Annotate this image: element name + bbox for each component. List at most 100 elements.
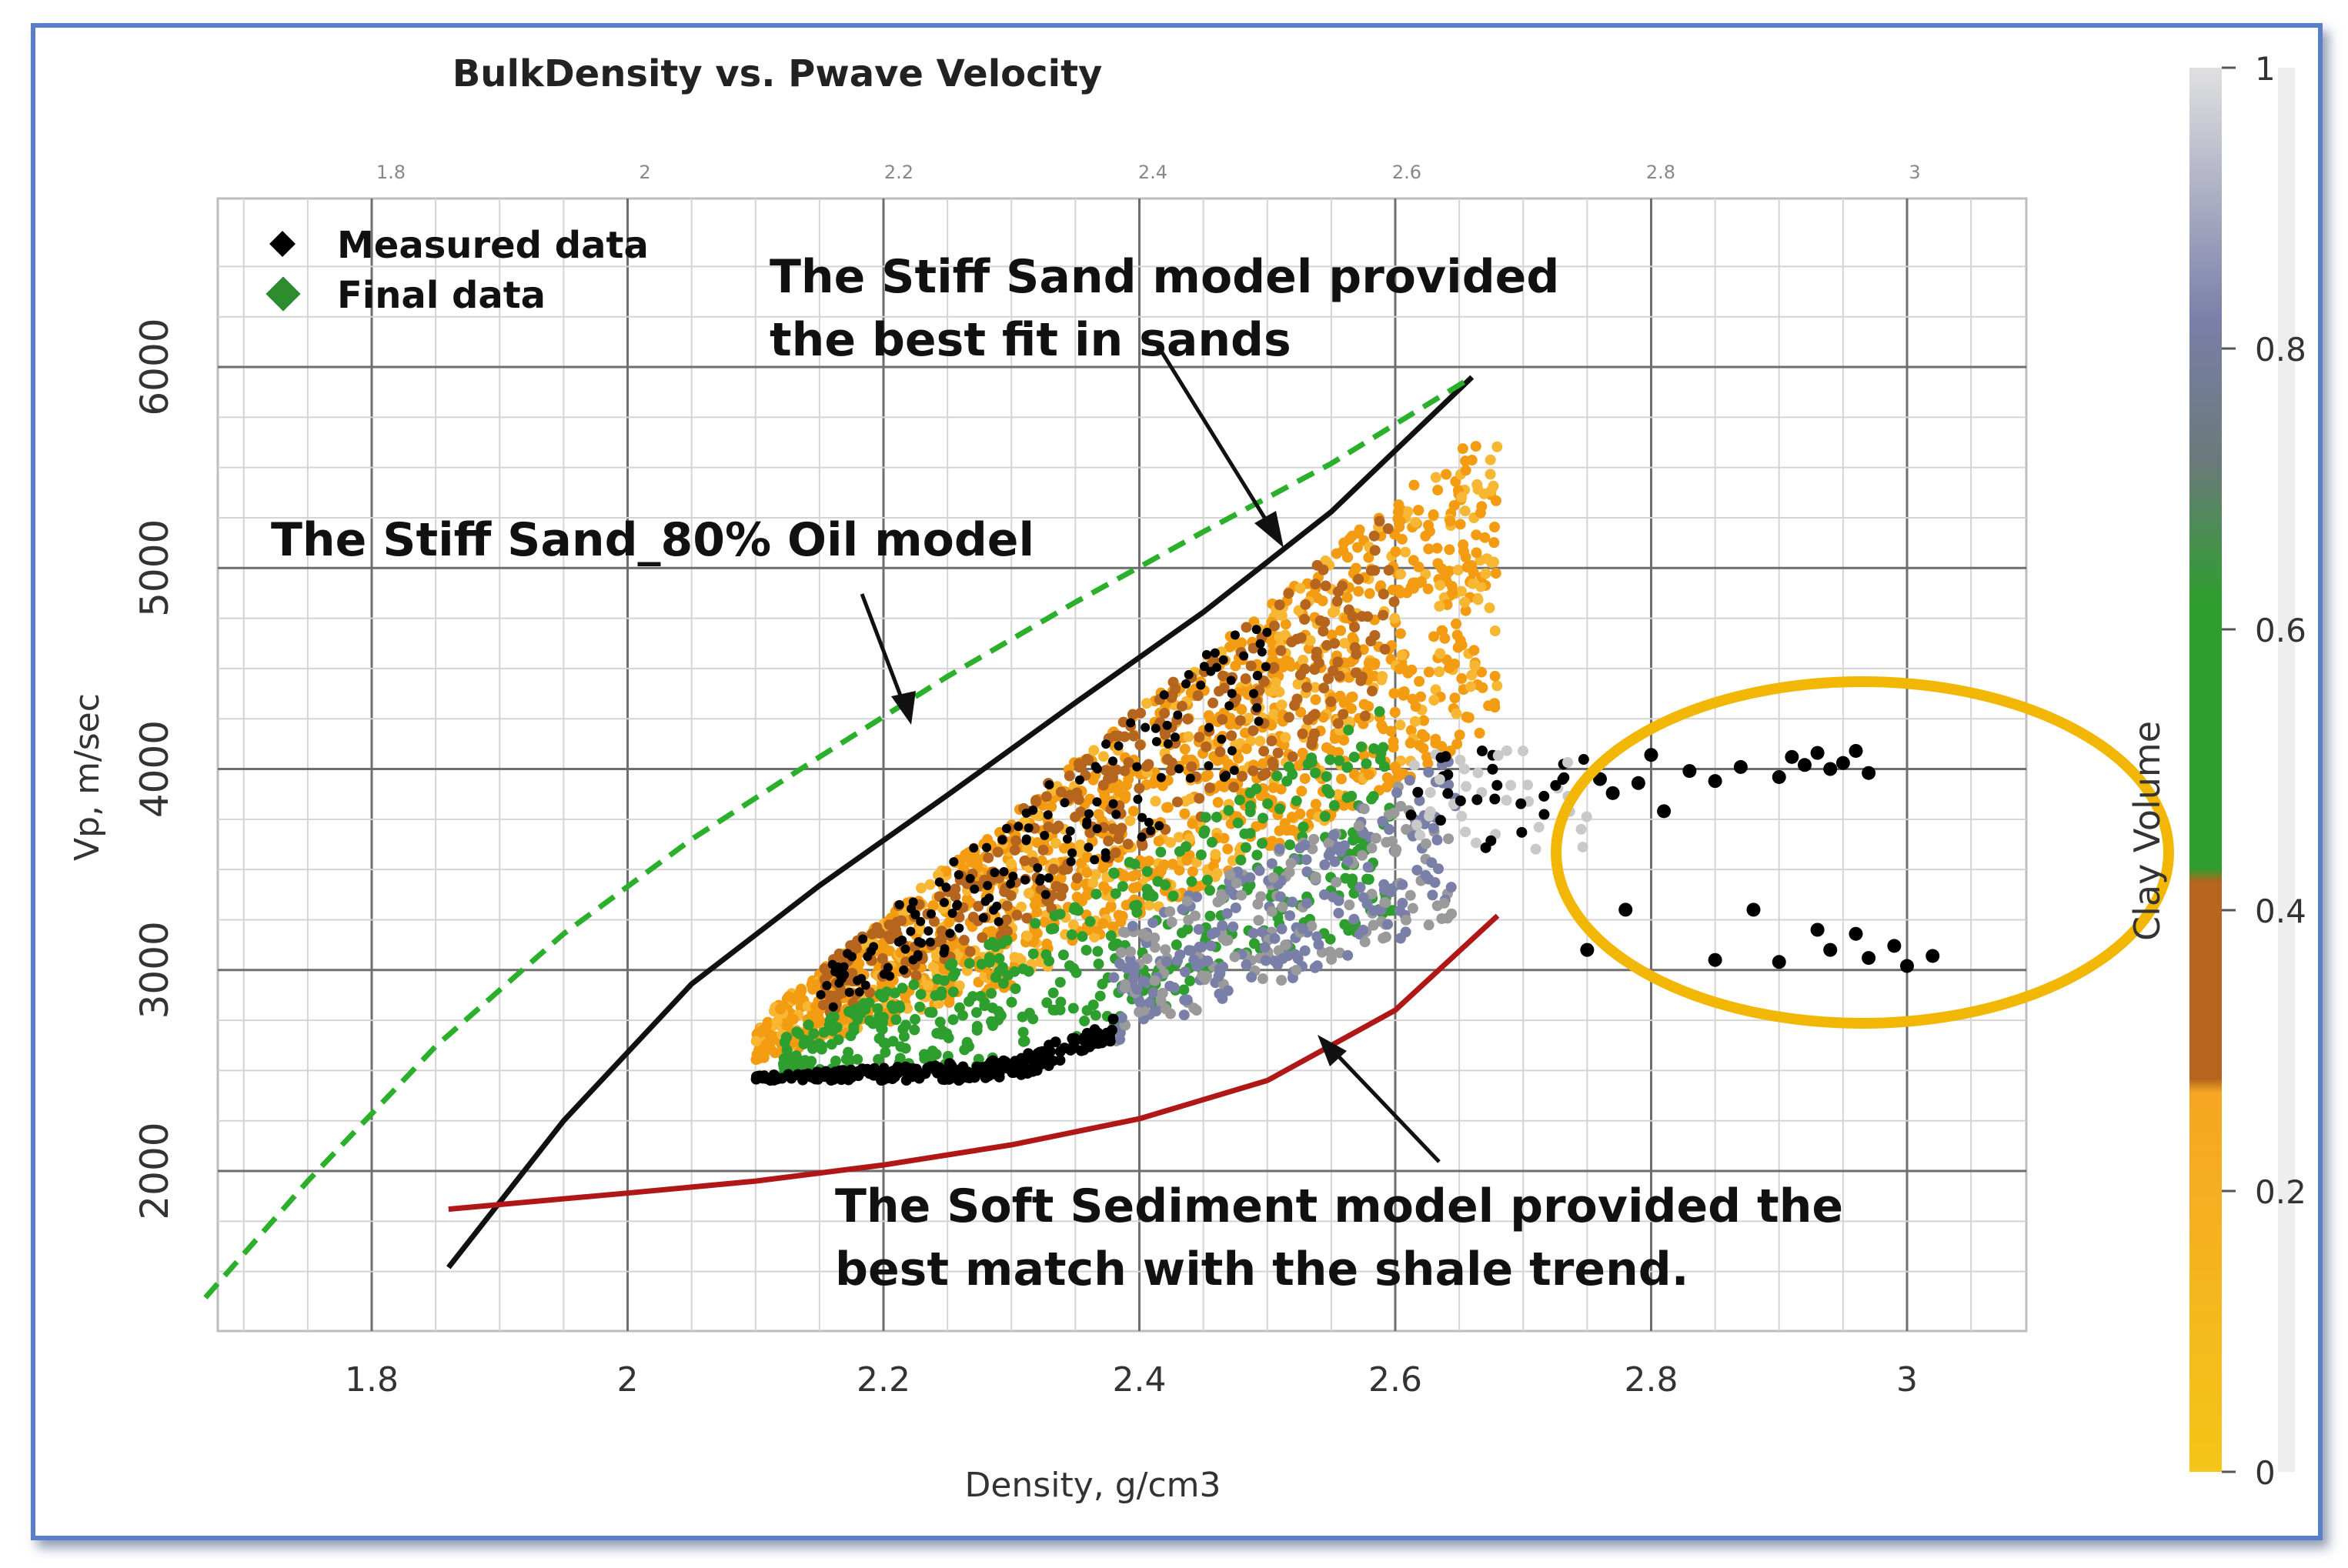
- point-measured: [1137, 812, 1147, 822]
- point-brown: [1320, 580, 1331, 592]
- point-grey: [1183, 914, 1194, 926]
- point-grey: [1381, 836, 1392, 848]
- point-measured: [897, 936, 907, 946]
- arrow-stiff-sand: [1156, 345, 1280, 540]
- point-sand: [1310, 799, 1321, 810]
- y-axis-label: Vp, m/sec: [68, 693, 107, 861]
- point-measured: [1159, 690, 1169, 700]
- point-brown: [1186, 761, 1197, 772]
- legend-marker-measured: [269, 231, 296, 257]
- point-sand: [1471, 547, 1482, 559]
- annotation-stiff-sand: The Stiff Sand model provided the best f…: [770, 250, 1559, 548]
- point-sand: [1021, 842, 1033, 854]
- point-measured: [1489, 793, 1501, 805]
- point-measured: [1212, 662, 1222, 672]
- point-brown: [1123, 756, 1134, 768]
- point-sand: [1162, 802, 1174, 813]
- point-sand: [1456, 672, 1468, 684]
- point-brown: [1247, 765, 1259, 776]
- point-brown: [883, 919, 895, 931]
- point-green: [830, 1056, 841, 1067]
- point-green: [808, 1028, 820, 1039]
- point-measured: [1230, 630, 1240, 640]
- point-brown: [1266, 736, 1278, 747]
- point-sand: [1480, 568, 1491, 579]
- point-green: [1067, 1003, 1079, 1014]
- point-measured: [953, 899, 963, 909]
- point-green: [1017, 1011, 1028, 1023]
- point-green: [909, 1024, 920, 1036]
- point-brown: [1040, 791, 1052, 802]
- point-sand: [783, 991, 794, 1003]
- point-measured-outlier: [1657, 804, 1672, 819]
- point-sand: [1342, 552, 1354, 563]
- point-sand: [1046, 801, 1057, 812]
- y-tick-label: 4000: [132, 720, 177, 818]
- point-green: [1368, 790, 1379, 802]
- point-brown: [900, 956, 912, 968]
- point-sand: [1344, 716, 1355, 728]
- legend: Measured data Final data: [266, 224, 649, 317]
- point-measured: [1066, 856, 1076, 866]
- point-measured: [760, 1073, 771, 1084]
- point-sand: [1434, 600, 1445, 612]
- point-brown: [1318, 626, 1329, 637]
- point-measured: [945, 929, 955, 939]
- point-sand: [1385, 726, 1397, 737]
- point-brown: [1257, 769, 1268, 781]
- point-sand: [1294, 582, 1306, 594]
- point-brown: [1323, 673, 1334, 685]
- point-sand: [1405, 725, 1417, 736]
- point-measured: [1455, 754, 1466, 766]
- point-brown: [1064, 770, 1075, 782]
- point-sand: [1452, 564, 1464, 575]
- point-green: [880, 1046, 891, 1058]
- point-grey: [1308, 833, 1320, 845]
- point-measured: [910, 910, 920, 920]
- point-sand: [1414, 739, 1425, 751]
- point-sand: [1097, 751, 1109, 762]
- point-green: [898, 1031, 910, 1043]
- point-grey: [1423, 919, 1435, 931]
- point-measured: [863, 952, 873, 962]
- point-green: [793, 1028, 804, 1039]
- point-grey: [1357, 849, 1368, 861]
- point-sand: [1212, 755, 1224, 766]
- point-measured: [982, 842, 992, 852]
- point-measured: [1224, 701, 1234, 711]
- point-sand: [1097, 918, 1109, 929]
- point-brown: [1283, 588, 1294, 599]
- point-sand: [1444, 565, 1455, 577]
- point-grey: [1141, 931, 1153, 942]
- point-sand: [1449, 692, 1461, 704]
- point-sand: [1230, 638, 1241, 649]
- point-brown: [1369, 545, 1381, 556]
- point-grey: [1244, 872, 1256, 883]
- point-grey: [1407, 902, 1418, 914]
- point-green: [877, 1023, 888, 1035]
- point-sand: [1432, 484, 1444, 495]
- point-measured: [1239, 651, 1249, 661]
- point-grey: [1289, 949, 1301, 960]
- y-tick-label: 2000: [132, 1122, 177, 1219]
- point-brown: [1055, 786, 1067, 798]
- point-grey: [1141, 976, 1152, 988]
- point-measured: [1492, 750, 1504, 762]
- point-green: [1343, 724, 1354, 736]
- point-green: [1117, 881, 1128, 892]
- point-sand: [1454, 729, 1465, 741]
- point-grey: [1414, 795, 1425, 806]
- point-sand: [1415, 691, 1427, 702]
- point-sand: [1304, 635, 1316, 646]
- point-grey: [1358, 924, 1369, 936]
- point-green: [823, 1019, 835, 1031]
- point-sand: [1268, 782, 1279, 793]
- point-brown: [1122, 839, 1134, 850]
- point-brown: [1299, 613, 1311, 625]
- point-green: [1077, 931, 1088, 942]
- point-brown: [950, 883, 961, 895]
- point-grey: [1205, 940, 1217, 952]
- top-tick-label: 1.8: [376, 162, 406, 183]
- point-brown: [1287, 751, 1298, 762]
- point-brown: [1107, 823, 1119, 835]
